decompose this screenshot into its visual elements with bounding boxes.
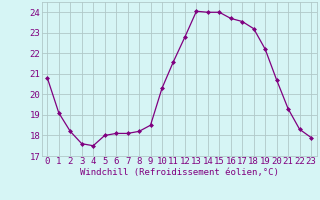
X-axis label: Windchill (Refroidissement éolien,°C): Windchill (Refroidissement éolien,°C) [80,168,279,177]
